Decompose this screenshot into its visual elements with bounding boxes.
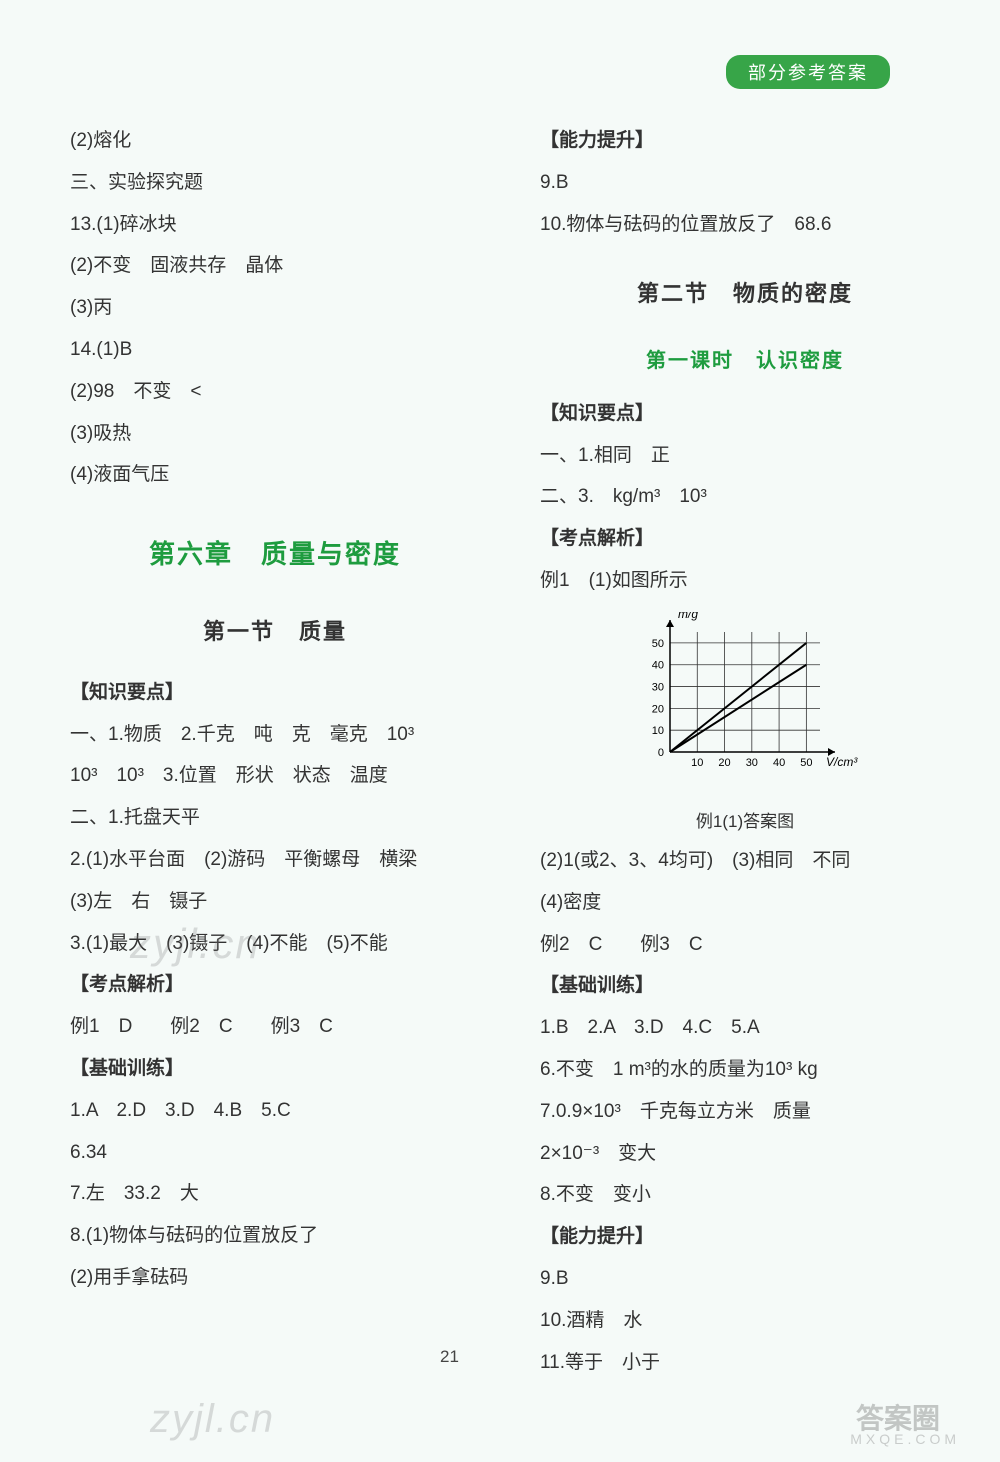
bracket-label: 【基础训练】 — [540, 965, 950, 1007]
text-line: 8.(1)物体与砝码的位置放反了 — [70, 1215, 480, 1257]
text-line: (2)98 不变 < — [70, 371, 480, 413]
svg-text:40: 40 — [652, 659, 664, 671]
svg-text:50: 50 — [800, 757, 812, 769]
text-line: 10.物体与砝码的位置放反了 68.6 — [540, 204, 950, 246]
svg-text:10: 10 — [652, 725, 664, 737]
text-line: 7.左 33.2 大 — [70, 1173, 480, 1215]
page: 部分参考答案 (2)熔化 三、实验探究题 13.(1)碎冰块 (2)不变 固液共… — [0, 0, 1000, 1462]
svg-text:V/cm³: V/cm³ — [826, 755, 858, 769]
svg-text:30: 30 — [746, 757, 758, 769]
text-line: 2×10⁻³ 变大 — [540, 1133, 950, 1175]
page-number: 21 — [440, 1347, 459, 1367]
text-line: 8.不变 变小 — [540, 1174, 950, 1216]
bracket-label: 【能力提升】 — [540, 1216, 950, 1258]
text-line: 6.不变 1 m³的水的质量为10³ kg — [540, 1049, 950, 1091]
bracket-label: 【考点解析】 — [540, 518, 950, 560]
header-badge: 部分参考答案 — [726, 55, 890, 89]
watermark-url: MXQE.COM — [850, 1431, 960, 1447]
svg-text:20: 20 — [652, 703, 664, 715]
section-title: 第二节 物质的密度 — [540, 270, 950, 318]
text-line: 一、1.物质 2.千克 吨 克 毫克 10³ — [70, 714, 480, 756]
content-columns: (2)熔化 三、实验探究题 13.(1)碎冰块 (2)不变 固液共存 晶体 (3… — [70, 120, 950, 1383]
text-line: 13.(1)碎冰块 — [70, 204, 480, 246]
svg-text:50: 50 — [652, 638, 664, 650]
bracket-label: 【知识要点】 — [540, 393, 950, 435]
text-line: 一、1.相同 正 — [540, 435, 950, 477]
sub-title: 第一课时 认识密度 — [540, 339, 950, 383]
text-line: 7.0.9×10³ 千克每立方米 质量 — [540, 1091, 950, 1133]
chart-caption: 例1(1)答案图 — [540, 803, 950, 840]
text-line: (3)左 右 镊子 — [70, 881, 480, 923]
text-line: 1.B 2.A 3.D 4.C 5.A — [540, 1007, 950, 1049]
text-line: 例1 D 例2 C 例3 C — [70, 1006, 480, 1048]
text-line: (3)吸热 — [70, 413, 480, 455]
text-line: 10.酒精 水 — [540, 1300, 950, 1342]
bracket-label: 【知识要点】 — [70, 672, 480, 714]
text-line: 9.B — [540, 1258, 950, 1300]
svg-text:40: 40 — [773, 757, 785, 769]
text-line: (4)密度 — [540, 882, 950, 924]
section-title: 第一节 质量 — [70, 608, 480, 656]
bracket-label: 【基础训练】 — [70, 1048, 480, 1090]
text-line: (2)不变 固液共存 晶体 — [70, 245, 480, 287]
chart-container: 10 20 30 40 50 0 10 20 30 40 50 m/g V/cm³ — [540, 612, 950, 798]
text-line: 二、1.托盘天平 — [70, 797, 480, 839]
text-line: 二、3. kg/m³ 10³ — [540, 476, 950, 518]
text-line: 9.B — [540, 162, 950, 204]
text-line: 10³ 10³ 3.位置 形状 状态 温度 — [70, 755, 480, 797]
right-column: 【能力提升】 9.B 10.物体与砝码的位置放反了 68.6 第二节 物质的密度… — [530, 120, 950, 1383]
chapter-title: 第六章 质量与密度 — [70, 526, 480, 583]
left-column: (2)熔化 三、实验探究题 13.(1)碎冰块 (2)不变 固液共存 晶体 (3… — [70, 120, 490, 1383]
svg-text:0: 0 — [658, 747, 664, 759]
text-line: 2.(1)水平台面 (2)游码 平衡螺母 横梁 — [70, 839, 480, 881]
text-line: (4)液面气压 — [70, 454, 480, 496]
text-line: 6.34 — [70, 1132, 480, 1174]
text-line: (2)用手拿砝码 — [70, 1257, 480, 1299]
watermark-text: zyjl.cn — [150, 1397, 275, 1442]
svg-text:m/g: m/g — [678, 612, 698, 621]
bracket-label: 【能力提升】 — [540, 120, 950, 162]
text-line: 1.A 2.D 3.D 4.B 5.C — [70, 1090, 480, 1132]
svg-text:20: 20 — [718, 757, 730, 769]
svg-text:10: 10 — [691, 757, 703, 769]
text-line: 例2 C 例3 C — [540, 924, 950, 966]
watermark-brand: 答案圈 — [856, 1397, 940, 1437]
text-line: 3.(1)最大 (3)镊子 (4)不能 (5)不能 — [70, 923, 480, 965]
text-line: 三、实验探究题 — [70, 162, 480, 204]
text-line: 14.(1)B — [70, 329, 480, 371]
text-line: 11.等于 小于 — [540, 1342, 950, 1384]
text-line: (2)1(或2、3、4均可) (3)相同 不同 — [540, 840, 950, 882]
text-line: (3)丙 — [70, 287, 480, 329]
answer-chart: 10 20 30 40 50 0 10 20 30 40 50 m/g V/cm³ — [630, 612, 860, 782]
svg-text:30: 30 — [652, 681, 664, 693]
text-line: (2)熔化 — [70, 120, 480, 162]
bracket-label: 【考点解析】 — [70, 964, 480, 1006]
text-line: 例1 (1)如图所示 — [540, 560, 950, 602]
